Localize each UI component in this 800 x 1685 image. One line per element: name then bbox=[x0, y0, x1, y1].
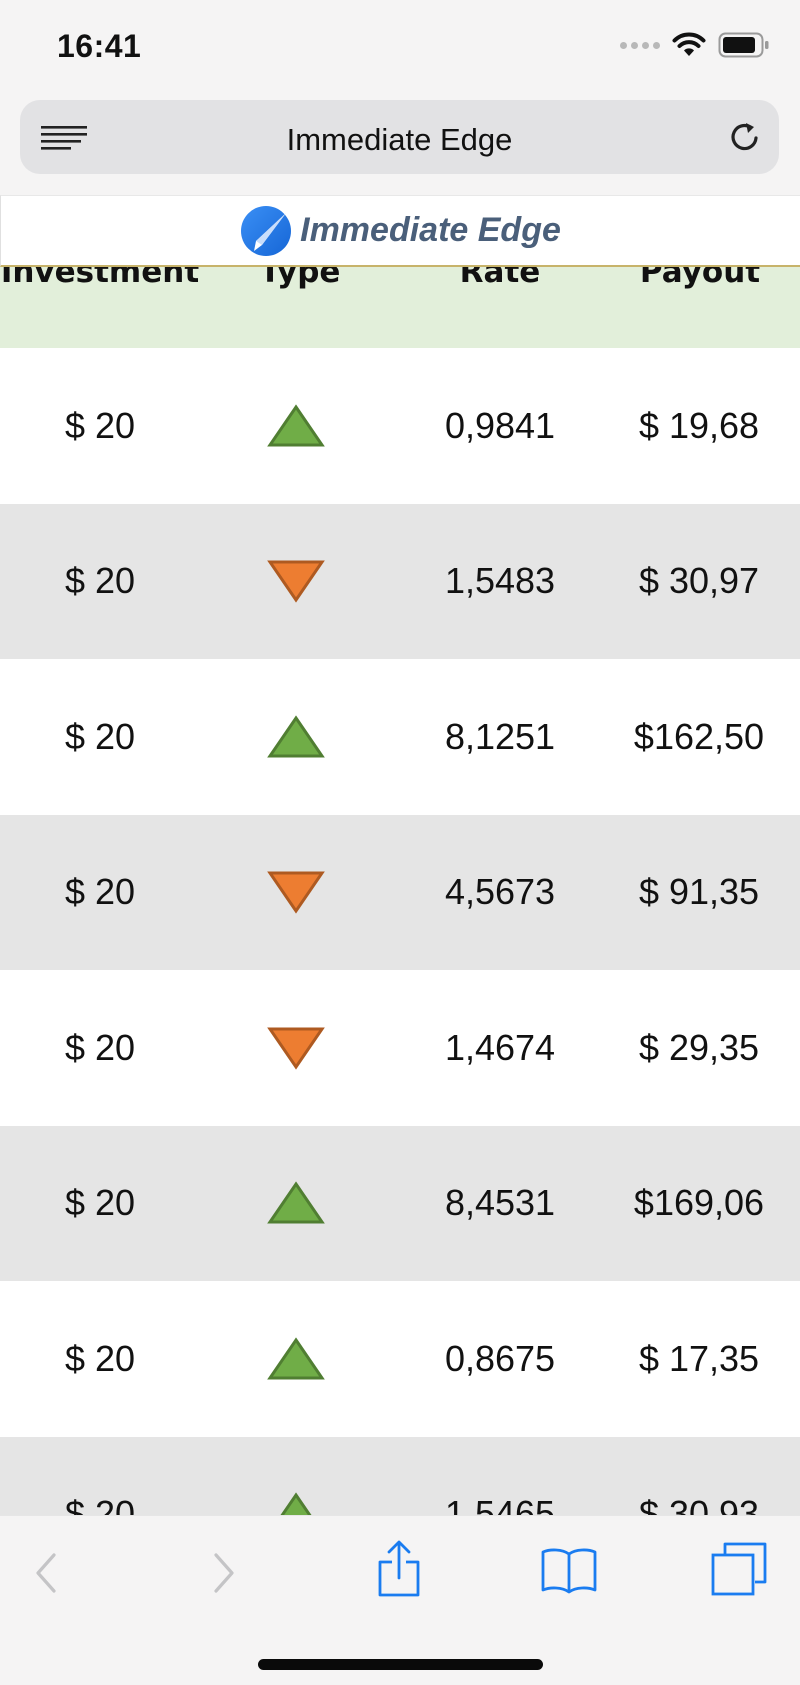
logo-icon bbox=[241, 205, 292, 256]
rate-cell: 1,4674 bbox=[444, 1026, 556, 1068]
table-row: $ 20 1,4674 $ 29,35 bbox=[0, 970, 800, 1126]
triangle-up-icon bbox=[267, 1337, 325, 1380]
investment-cell: $ 20 bbox=[64, 404, 136, 446]
wifi-icon bbox=[672, 32, 706, 56]
site-header: Immediate Edge bbox=[0, 195, 800, 267]
investment-cell: $ 20 bbox=[64, 715, 136, 757]
type-cell bbox=[198, 1126, 394, 1282]
triangle-down-icon bbox=[267, 871, 325, 914]
triangle-down-icon bbox=[267, 1027, 325, 1070]
triangle-up-icon bbox=[267, 1181, 325, 1224]
triangle-down-icon bbox=[267, 560, 325, 603]
browser-toolbar bbox=[0, 1515, 800, 1685]
status-time: 16:41 bbox=[57, 28, 142, 64]
rate-cell: 0,8675 bbox=[444, 1337, 556, 1379]
reader-mode-icon[interactable] bbox=[41, 124, 87, 154]
table-row: $ 20 0,9841 $ 19,68 bbox=[0, 348, 800, 504]
header-rate: Rate bbox=[459, 267, 541, 290]
type-cell bbox=[198, 659, 394, 815]
type-cell bbox=[198, 1281, 394, 1437]
home-indicator[interactable] bbox=[258, 1659, 543, 1670]
investment-cell: $ 20 bbox=[64, 1337, 136, 1379]
rate-cell: 0,9841 bbox=[444, 404, 556, 446]
rates-table: Investment Type Rate Payout $ 20 0,9841 $ … bbox=[0, 267, 800, 1515]
investment-cell: $ 20 bbox=[64, 1493, 136, 1515]
table-row: $ 20 8,1251 $162,50 bbox=[0, 659, 800, 815]
table-row: $ 20 0,8675 $ 17,35 bbox=[0, 1281, 800, 1437]
rate-cell: 4,5673 bbox=[444, 871, 556, 913]
type-cell bbox=[198, 504, 394, 660]
status-icons bbox=[620, 32, 770, 58]
type-cell bbox=[198, 1437, 394, 1515]
site-title[interactable]: Immediate Edge bbox=[300, 211, 561, 249]
payout-cell: $ 30,93 bbox=[638, 1493, 760, 1515]
payout-cell: $ 17,35 bbox=[638, 1337, 760, 1379]
table-body: $ 20 0,9841 $ 19,68 $ 20 1,5483 $ 30,97 $ 20 8,… bbox=[0, 348, 800, 1515]
triangle-up-icon bbox=[280, 1492, 312, 1515]
payout-cell: $ 91,35 bbox=[638, 871, 760, 913]
table-row: $ 20 8,4531 $169,06 bbox=[0, 1125, 800, 1282]
table-header: Investment Type Rate Payout bbox=[0, 267, 800, 348]
browser-address-area: Immediate Edge bbox=[0, 95, 800, 195]
payout-cell: $ 30,97 bbox=[638, 560, 760, 602]
triangle-up-icon bbox=[267, 715, 325, 758]
status-bar: 16:41 bbox=[0, 0, 800, 95]
type-cell bbox=[198, 815, 394, 971]
type-cell bbox=[198, 970, 394, 1126]
battery-icon bbox=[718, 32, 769, 58]
rate-cell: 1,5465 bbox=[444, 1493, 556, 1515]
investment-cell: $ 20 bbox=[64, 1026, 136, 1068]
share-icon[interactable] bbox=[376, 1540, 422, 1598]
investment-cell: $ 20 bbox=[64, 871, 136, 913]
triangle-up-icon bbox=[267, 404, 325, 447]
rate-cell: 8,1251 bbox=[444, 715, 556, 757]
chevron-right-icon[interactable] bbox=[210, 1551, 238, 1595]
investment-cell: $ 20 bbox=[64, 1182, 136, 1224]
tabs-icon[interactable] bbox=[711, 1542, 767, 1596]
header-type: Type bbox=[259, 267, 341, 290]
payout-cell: $169,06 bbox=[633, 1182, 765, 1224]
table-row: $ 20 1,5465 $ 30,93 bbox=[0, 1436, 800, 1515]
chevron-left-icon[interactable] bbox=[32, 1551, 60, 1595]
cellular-signal-icon bbox=[620, 41, 660, 49]
rate-cell: 8,4531 bbox=[444, 1182, 556, 1224]
header-investment: Investment bbox=[0, 267, 200, 290]
table-row: $ 20 1,5483 $ 30,97 bbox=[0, 503, 800, 660]
page-title[interactable]: Immediate Edge bbox=[286, 122, 513, 157]
reload-icon[interactable] bbox=[727, 119, 763, 155]
payout-cell: $162,50 bbox=[633, 715, 765, 757]
address-bar[interactable]: Immediate Edge bbox=[20, 100, 779, 174]
rate-cell: 1,5483 bbox=[444, 560, 556, 602]
table-row: $ 20 4,5673 $ 91,35 bbox=[0, 814, 800, 971]
payout-cell: $ 19,68 bbox=[638, 404, 760, 446]
type-cell bbox=[198, 348, 394, 504]
payout-cell: $ 29,35 bbox=[638, 1026, 760, 1068]
header-payout: Payout bbox=[639, 267, 761, 290]
book-icon[interactable] bbox=[540, 1546, 598, 1596]
investment-cell: $ 20 bbox=[64, 560, 136, 602]
